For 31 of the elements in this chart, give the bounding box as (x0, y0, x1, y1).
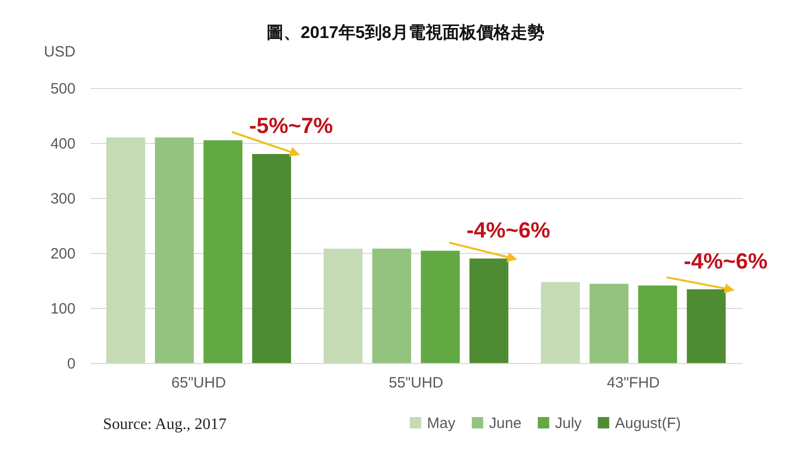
bar (686, 289, 726, 363)
y-tick-label: 100 (50, 300, 76, 318)
y-tick-label: 300 (50, 190, 76, 208)
legend-label: July (555, 414, 582, 432)
chart-title: 圖、2017年5到8月電視面板價格走勢 (266, 23, 544, 42)
x-tick-label: 65"UHD (171, 374, 226, 392)
y-axis-title: USD (44, 44, 76, 60)
bar (154, 138, 194, 363)
y-tick-label: 200 (50, 246, 76, 262)
x-tick-label: 43"FHD (606, 374, 660, 392)
y-tick-label: 0 (67, 356, 76, 372)
annotation: -4%~6% (684, 248, 768, 274)
bar (204, 140, 242, 363)
source-note: Source: Aug., 2017 (103, 416, 227, 433)
legend-label: May (427, 414, 456, 432)
bar (372, 248, 412, 363)
x-tick-label: 55"UHD (388, 374, 444, 392)
bar (469, 258, 508, 363)
bar (252, 154, 292, 363)
y-tick-label: 500 (50, 80, 76, 98)
legend-label: August(F) (615, 414, 681, 432)
bar (324, 248, 363, 363)
bar (590, 284, 628, 363)
bar (638, 285, 678, 363)
y-tick-label: 400 (50, 136, 76, 152)
bar (540, 282, 580, 363)
bar (106, 138, 146, 363)
bar (420, 250, 460, 363)
legend-label: June (489, 414, 522, 432)
annotation: -5%~7% (249, 113, 333, 138)
annotation: -4%~6% (466, 218, 550, 242)
